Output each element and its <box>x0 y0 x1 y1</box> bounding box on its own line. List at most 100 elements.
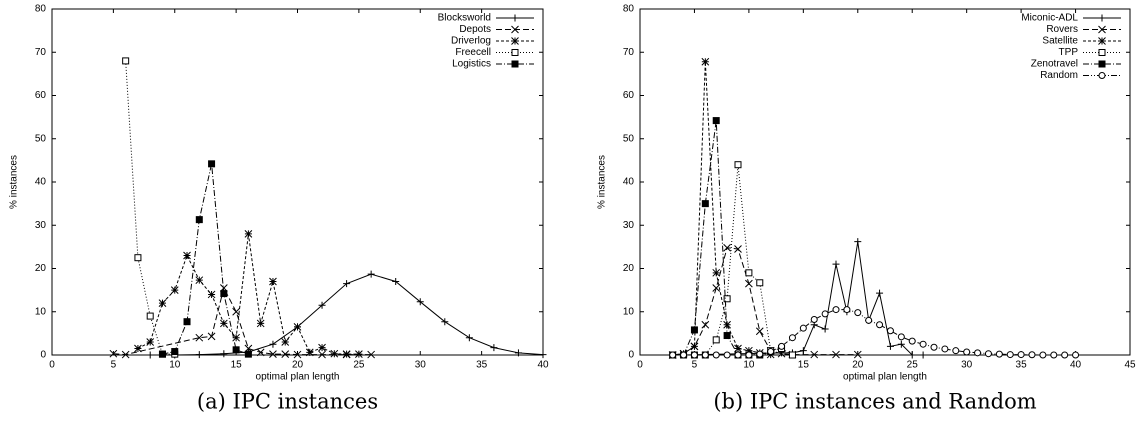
data-point <box>281 350 290 358</box>
y-tick-label: 50 <box>35 133 47 144</box>
data-point <box>941 345 949 353</box>
data-point <box>755 327 764 336</box>
data-point <box>342 350 351 358</box>
data-point <box>712 284 721 292</box>
legend-label: Miconic-ADL <box>1021 13 1078 24</box>
data-point <box>281 338 290 346</box>
data-point <box>1050 351 1058 359</box>
y-tick-label: 20 <box>35 263 47 274</box>
data-point <box>854 238 862 246</box>
y-tick-label: 20 <box>623 263 635 274</box>
legend-label: Depots <box>459 24 491 35</box>
y-tick-label: 30 <box>623 220 635 231</box>
y-tick-label: 60 <box>35 90 47 101</box>
data-point <box>134 344 142 353</box>
data-point <box>854 309 862 317</box>
data-point <box>680 351 688 359</box>
data-point <box>952 347 960 355</box>
legend-marker <box>511 25 519 34</box>
legend-label: Freecell <box>455 47 491 58</box>
data-point <box>788 334 796 342</box>
data-point <box>701 351 709 359</box>
x-tick-label: 5 <box>692 360 698 371</box>
data-point <box>195 351 203 359</box>
data-point <box>318 301 326 309</box>
data-point <box>269 340 277 348</box>
data-point <box>330 349 339 358</box>
data-point <box>1028 351 1036 359</box>
data-point <box>886 342 894 350</box>
data-point <box>465 334 473 342</box>
data-point <box>712 336 720 344</box>
data-point <box>367 350 376 359</box>
x-tick-label: 30 <box>415 360 427 371</box>
data-point <box>1039 351 1047 359</box>
series-line <box>672 241 924 356</box>
data-point <box>821 325 829 333</box>
data-point <box>756 350 764 358</box>
x-tick-label: 25 <box>907 360 919 371</box>
data-point <box>343 280 351 288</box>
data-point <box>734 344 742 353</box>
data-point <box>122 57 130 65</box>
data-point <box>712 351 720 359</box>
data-point <box>974 349 982 357</box>
data-point <box>799 324 807 332</box>
data-point <box>305 348 314 357</box>
data-point <box>984 350 992 358</box>
data-point <box>539 351 547 359</box>
data-point <box>318 350 326 359</box>
x-tick-label: 0 <box>49 360 55 371</box>
legend-label: Blocksworld <box>438 13 491 24</box>
data-point <box>690 351 698 359</box>
data-point <box>995 350 1003 358</box>
data-point <box>701 320 710 329</box>
data-point <box>220 290 228 298</box>
y-tick-label: 70 <box>35 47 47 58</box>
data-point <box>897 333 905 341</box>
data-point <box>919 340 927 348</box>
data-point <box>865 316 873 324</box>
data-point <box>712 268 721 277</box>
data-point <box>1017 351 1025 359</box>
x-axis-label: optimal plan length <box>256 372 340 383</box>
series-line <box>672 120 760 356</box>
series-line <box>162 163 249 355</box>
legend-marker <box>511 60 519 68</box>
data-point <box>269 350 277 358</box>
data-point <box>244 350 252 358</box>
data-point <box>441 318 449 326</box>
series-line <box>672 309 1076 356</box>
data-point <box>170 286 179 294</box>
legend-marker <box>511 14 519 22</box>
data-point <box>756 279 764 287</box>
data-point <box>843 306 851 314</box>
series-line <box>672 61 771 356</box>
x-tick-label: 20 <box>852 360 864 371</box>
data-point <box>876 289 884 297</box>
y-tick-label: 80 <box>623 4 635 15</box>
data-point <box>832 306 840 314</box>
data-point <box>146 312 154 320</box>
data-point <box>712 117 720 125</box>
data-point <box>318 343 326 352</box>
data-point <box>293 323 302 331</box>
x-tick-label: 0 <box>637 360 643 371</box>
data-point <box>514 349 522 357</box>
x-tick-label: 35 <box>476 360 488 371</box>
legend-label: Random <box>1040 70 1078 81</box>
x-tick-label: 10 <box>169 360 181 371</box>
series-line <box>137 233 359 355</box>
series-line <box>113 286 372 356</box>
data-point <box>171 348 179 356</box>
data-point <box>207 332 216 341</box>
series-line <box>125 60 175 355</box>
data-point <box>701 57 710 66</box>
legend-label: Driverlog <box>451 36 491 47</box>
y-tick-label: 10 <box>623 306 635 317</box>
data-point <box>745 346 753 355</box>
data-point <box>183 318 191 326</box>
x-tick-label: 15 <box>798 360 810 371</box>
data-point <box>134 254 142 262</box>
